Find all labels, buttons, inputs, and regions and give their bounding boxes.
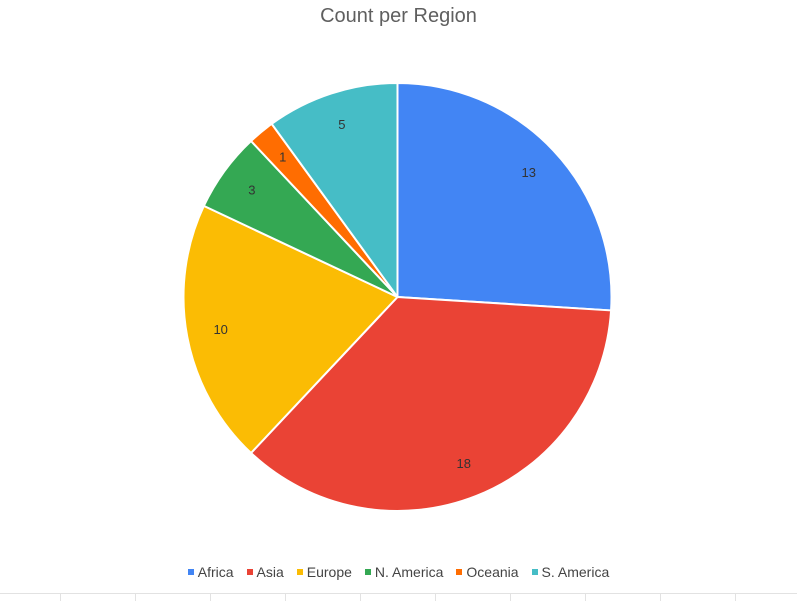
data-label: 3 [248, 183, 255, 198]
data-label: 5 [338, 117, 345, 132]
data-label: 10 [213, 322, 227, 337]
data-label: 1 [279, 150, 286, 165]
legend-marker [456, 569, 463, 575]
legend-item: N. America [364, 564, 444, 580]
legend-item: Africa [187, 564, 234, 580]
pie-slice-africa [396, 82, 613, 312]
legend-marker [531, 569, 538, 575]
pie-data-labels: 13 18 10 3 1 5 [213, 117, 535, 471]
chart-title: Count per Region [320, 5, 477, 27]
legend-label: N. America [374, 564, 444, 580]
pie-slice-s-america [270, 82, 399, 298]
legend-item: Oceania [456, 564, 519, 580]
pie-slice-asia [250, 296, 613, 512]
data-label: 13 [521, 165, 535, 180]
legend-label: Africa [197, 564, 234, 580]
legend-label: S. America [541, 564, 610, 580]
legend-label: Europe [306, 564, 352, 580]
legend-label: Asia [256, 564, 284, 580]
legend-marker [364, 569, 371, 575]
pie-slices [182, 82, 613, 512]
legend-marker [246, 569, 253, 575]
data-label: 18 [457, 456, 471, 471]
legend-item: S. America [531, 564, 610, 580]
legend-label: Oceania [466, 564, 519, 580]
legend-marker [296, 569, 303, 575]
pie-slice-europe [182, 204, 399, 454]
legend-item: Asia [246, 564, 284, 580]
sheet-grid-strip [0, 593, 797, 601]
legend-item: Europe [296, 564, 352, 580]
chart-legend: Africa Asia Europe N. America Oceania S. Amer… [0, 564, 797, 580]
legend-marker [187, 569, 194, 575]
